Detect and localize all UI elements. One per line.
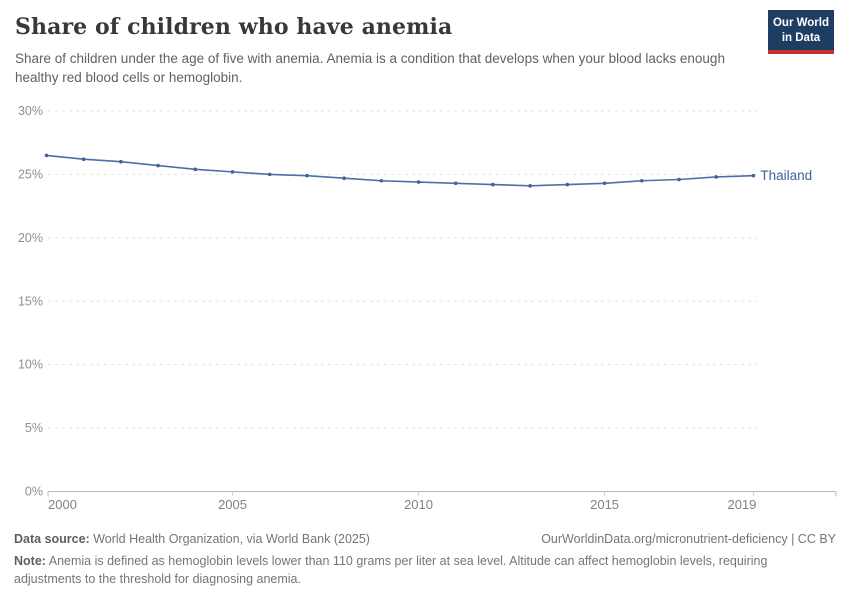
chart-title: Share of children who have anemia (15, 14, 453, 40)
data-point-2010[interactable] (416, 180, 421, 184)
owid-logo-text: Our World in Data (768, 10, 834, 51)
data-point-2011[interactable] (453, 181, 458, 186)
footer-note: Note: Anemia is defined as hemoglobin le… (14, 553, 814, 589)
chart-subtitle: Share of children under the age of five … (15, 51, 725, 86)
y-tick-label: 25% (18, 167, 43, 181)
data-point-2013[interactable] (528, 184, 532, 188)
data-point-2017[interactable] (677, 177, 681, 182)
trend-line (46, 154, 754, 187)
owid-link[interactable]: OurWorldinData.org/micronutrient-deficie… (541, 532, 836, 546)
x-tick-label: 2010 (404, 497, 433, 512)
y-tick-label: 0% (25, 485, 43, 499)
line-chart: 0% 5% 10% 15% 20% 25% 30% 2000 2005 2010 2015 2019 T… (18, 104, 837, 512)
data-point-2004[interactable] (193, 167, 198, 172)
data-point-2012[interactable] (491, 182, 495, 187)
owid-logo-red-bar (768, 50, 834, 55)
y-tick-label: 10% (18, 358, 43, 372)
series-label[interactable]: Thailand (760, 168, 812, 183)
data-point-2003[interactable] (156, 163, 160, 168)
x-tick-label: 2019 (727, 497, 756, 512)
data-point-2009[interactable] (379, 178, 384, 183)
owid-logo-line1: Our World (772, 17, 829, 29)
data-source-value: World Health Organization, via World Ban… (89, 532, 370, 546)
note-value: Anemia is defined as hemoglobin levels l… (14, 554, 768, 586)
data-source-text: Data source: World Health Organization, … (14, 532, 370, 546)
y-tick-label: 20% (18, 231, 43, 245)
data-point-2019[interactable] (751, 173, 756, 178)
data-point-2018[interactable] (714, 175, 718, 179)
owid-logo-line2: in Data (781, 31, 821, 44)
x-tick-label: 2000 (48, 497, 77, 512)
owid-logo[interactable]: Our World in Data (768, 10, 834, 55)
chart-footer: Data source: World Health Organization, … (14, 532, 836, 589)
y-tick-label: 5% (25, 421, 43, 435)
y-tick-label: 15% (18, 294, 43, 308)
x-tick-label: 2005 (218, 497, 247, 512)
data-point-2006[interactable] (267, 172, 272, 177)
x-tick-label: 2015 (590, 497, 619, 512)
chart-header: Share of children who have anemia Share … (15, 14, 755, 87)
data-point-2016[interactable] (639, 178, 644, 183)
data-point-2000[interactable] (44, 153, 49, 158)
y-tick-label: 30% (18, 104, 43, 118)
footer-row: Data source: World Health Organization, … (14, 532, 836, 546)
data-point-2001[interactable] (81, 157, 86, 161)
data-point-2008[interactable] (342, 176, 346, 181)
note-label: Note: (14, 554, 46, 568)
data-point-2007[interactable] (305, 173, 309, 178)
data-point-2002[interactable] (119, 159, 123, 164)
data-point-2014[interactable] (565, 182, 570, 187)
data-source-label: Data source: (14, 532, 90, 546)
data-point-2015[interactable] (602, 181, 607, 186)
data-point-2005[interactable] (230, 170, 235, 174)
